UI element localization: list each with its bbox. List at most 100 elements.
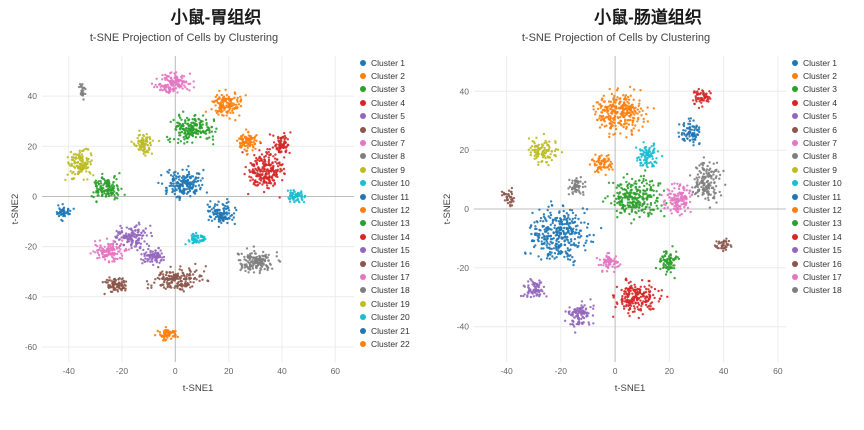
svg-text:20: 20 xyxy=(460,145,470,155)
legend-color-dot xyxy=(792,73,798,80)
legend-color-dot xyxy=(792,166,798,173)
legend-color-dot xyxy=(360,260,366,267)
legend-item[interactable]: Cluster 3 xyxy=(360,83,424,96)
legend-item[interactable]: Cluster 9 xyxy=(360,163,424,176)
legend-item[interactable]: Cluster 9 xyxy=(792,163,856,176)
legend-item[interactable]: Cluster 5 xyxy=(792,110,856,123)
chart-title-intestine: t-SNE Projection of Cells by Clustering xyxy=(521,32,711,44)
legend-label: Cluster 9 xyxy=(371,164,406,175)
legend-color-dot xyxy=(360,327,366,334)
legend-color-dot xyxy=(360,314,366,321)
legend-color-dot xyxy=(792,247,798,254)
legend-label: Cluster 11 xyxy=(803,191,842,202)
legend-item[interactable]: Cluster 10 xyxy=(792,177,856,190)
legend-item[interactable]: Cluster 18 xyxy=(360,284,424,297)
svg-text:t-SNE1: t-SNE1 xyxy=(183,383,214,394)
legend-item[interactable]: Cluster 17 xyxy=(792,270,856,283)
legend-item[interactable]: Cluster 7 xyxy=(792,136,856,149)
legend-item[interactable]: Cluster 4 xyxy=(360,96,424,109)
legend-color-dot xyxy=(360,220,366,227)
legend-item[interactable]: Cluster 17 xyxy=(360,270,424,283)
legend-item[interactable]: Cluster 1 xyxy=(360,56,424,69)
legend-color-dot xyxy=(360,126,366,133)
svg-text:20: 20 xyxy=(28,141,38,151)
legend-label: Cluster 13 xyxy=(371,218,410,229)
legend-item[interactable]: Cluster 14 xyxy=(360,230,424,243)
legend-item[interactable]: Cluster 20 xyxy=(360,310,424,323)
legend-label: Cluster 11 xyxy=(371,191,410,202)
legend-color-dot xyxy=(360,99,366,106)
tsne-svg: -40 -20 0 20 40 60 -40 -20 0 20 40 t-SNE1 t-SNE2 xyxy=(442,56,786,394)
plot-row-intestine: -40 -20 0 20 40 60 -40 -20 0 20 40 t-SNE1 t-SNE2 Clu… xyxy=(432,46,864,398)
legend-item[interactable]: Cluster 16 xyxy=(792,257,856,270)
svg-text:t-SNE2: t-SNE2 xyxy=(442,194,453,225)
legend-item[interactable]: Cluster 22 xyxy=(360,337,424,350)
legend-item[interactable]: Cluster 11 xyxy=(360,190,424,203)
legend-item[interactable]: Cluster 21 xyxy=(360,324,424,337)
legend-label: Cluster 12 xyxy=(803,204,842,215)
legend-label: Cluster 2 xyxy=(371,71,406,82)
legend-item[interactable]: Cluster 12 xyxy=(360,203,424,216)
legend-item[interactable]: Cluster 6 xyxy=(792,123,856,136)
legend-color-dot xyxy=(792,140,798,147)
legend-item[interactable]: Cluster 7 xyxy=(360,136,424,149)
legend-color-dot xyxy=(792,99,798,106)
legend-item[interactable]: Cluster 12 xyxy=(792,203,856,216)
legend-item[interactable]: Cluster 5 xyxy=(360,110,424,123)
tsne-scatter-intestine[interactable]: -40 -20 0 20 40 60 -40 -20 0 20 40 t-SNE1 t-SNE2 xyxy=(440,46,792,398)
legend-label: Cluster 19 xyxy=(371,298,410,309)
legend-color-dot xyxy=(360,113,366,120)
legend-color-dot xyxy=(360,287,366,294)
svg-text:-20: -20 xyxy=(25,242,38,252)
legend-item[interactable]: Cluster 2 xyxy=(360,69,424,82)
legend-color-dot xyxy=(792,260,798,267)
legend-item[interactable]: Cluster 8 xyxy=(360,150,424,163)
legend-color-dot xyxy=(360,340,366,347)
legend-label: Cluster 18 xyxy=(371,285,410,296)
legend-label: Cluster 13 xyxy=(803,218,842,229)
svg-text:0: 0 xyxy=(173,366,178,376)
legend-label: Cluster 7 xyxy=(803,138,838,149)
legend-item[interactable]: Cluster 19 xyxy=(360,297,424,310)
legend-item[interactable]: Cluster 2 xyxy=(792,69,856,82)
legend-label: Cluster 16 xyxy=(371,258,410,269)
svg-text:60: 60 xyxy=(331,366,341,376)
legend-color-dot xyxy=(360,59,366,66)
legend-item[interactable]: Cluster 15 xyxy=(792,243,856,256)
legend-label: Cluster 15 xyxy=(371,245,410,256)
legend-color-dot xyxy=(792,113,798,120)
legend-item[interactable]: Cluster 4 xyxy=(792,96,856,109)
legend-color-dot xyxy=(792,126,798,133)
legend-label: Cluster 2 xyxy=(803,71,838,82)
legend-item[interactable]: Cluster 6 xyxy=(360,123,424,136)
legend-item[interactable]: Cluster 16 xyxy=(360,257,424,270)
tsne-scatter-stomach[interactable]: -40 -20 0 20 40 60 -60 -40 -20 0 20 40 t-SNE1 t-SNE2 xyxy=(8,46,360,398)
legend-label: Cluster 10 xyxy=(371,178,410,189)
svg-text:t-SNE1: t-SNE1 xyxy=(615,383,646,394)
legend-color-dot xyxy=(360,86,366,93)
legend-item[interactable]: Cluster 18 xyxy=(792,284,856,297)
panel-stomach: 小鼠-胃组织 t-SNE Projection of Cells by Clus… xyxy=(8,8,424,398)
legend-label: Cluster 14 xyxy=(371,231,410,242)
legend-item[interactable]: Cluster 15 xyxy=(360,243,424,256)
legend-label: Cluster 12 xyxy=(371,204,410,215)
legend-color-dot xyxy=(360,73,366,80)
legend-label: Cluster 7 xyxy=(371,138,406,149)
legend-item[interactable]: Cluster 8 xyxy=(792,150,856,163)
panel-intestine: 小鼠-肠道组织 t-SNE Projection of Cells by Clu… xyxy=(432,0,864,430)
legend-item[interactable]: Cluster 3 xyxy=(792,83,856,96)
svg-text:-40: -40 xyxy=(457,322,470,332)
legend-color-dot xyxy=(792,193,798,200)
legend-item[interactable]: Cluster 10 xyxy=(360,177,424,190)
svg-text:0: 0 xyxy=(464,204,469,214)
legend-item[interactable]: Cluster 13 xyxy=(792,217,856,230)
legend-item[interactable]: Cluster 13 xyxy=(360,217,424,230)
legend-color-dot xyxy=(360,180,366,187)
legend-item[interactable]: Cluster 11 xyxy=(792,190,856,203)
legend-label: Cluster 21 xyxy=(371,325,410,336)
legend-color-dot xyxy=(360,140,366,147)
legend-item[interactable]: Cluster 14 xyxy=(792,230,856,243)
legend-item[interactable]: Cluster 1 xyxy=(792,56,856,69)
legend-label: Cluster 6 xyxy=(803,124,838,135)
